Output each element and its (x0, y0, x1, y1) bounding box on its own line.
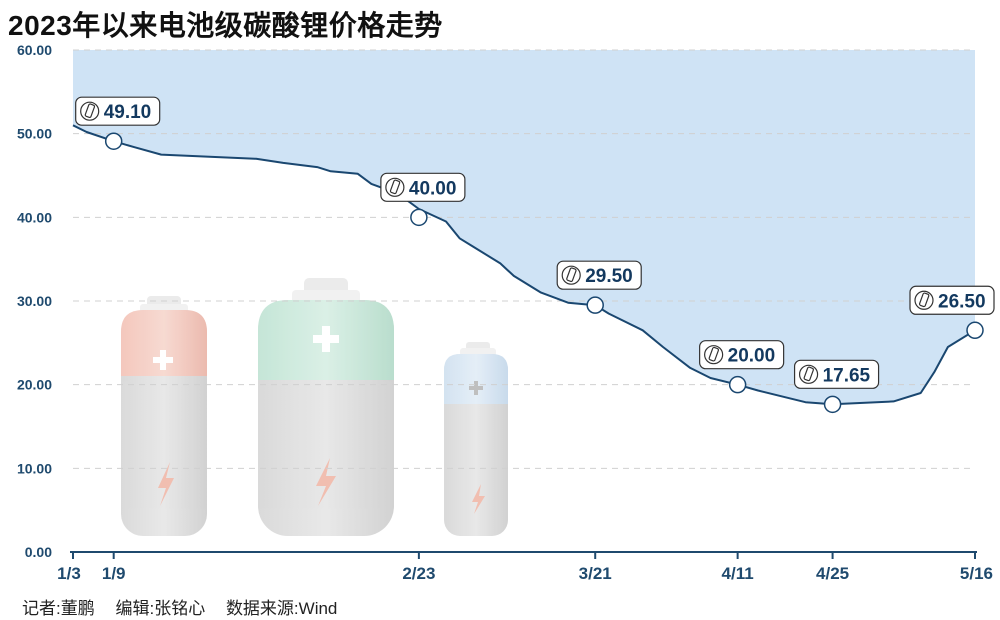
y-tick-label: 60.00 (17, 42, 52, 58)
y-tick-label: 50.00 (17, 126, 52, 142)
price-label-value: 49.10 (104, 102, 152, 123)
chart-title: 2023年以来电池级碳酸锂价格走势 (8, 10, 443, 41)
price-marker (966, 321, 984, 340)
price-label-value: 20.00 (728, 346, 776, 367)
y-tick-label: 30.00 (17, 293, 52, 309)
price-label: 20.00 (699, 340, 785, 370)
phone-battery-icon (798, 364, 819, 384)
footer: 记者:董鹏 编辑:张铭心 数据来源:Wind (22, 594, 353, 619)
price-marker (823, 395, 842, 414)
editor-credit: 编辑:张铭心 (115, 599, 206, 618)
price-marker (728, 375, 747, 394)
price-label-value: 40.00 (409, 178, 457, 199)
price-label: 26.50 (909, 285, 995, 315)
y-tick-label: 20.00 (17, 377, 52, 393)
price-marker (104, 132, 123, 150)
battery-green-icon (258, 278, 394, 536)
x-tick-label: 4/25 (816, 564, 849, 583)
price-label: 40.00 (380, 172, 466, 202)
price-label-value: 17.65 (823, 365, 871, 386)
price-marker (586, 296, 604, 314)
x-tick-label: 1/9 (102, 564, 126, 583)
data-source: 数据来源:Wind (225, 599, 338, 618)
x-tick-label: 3/21 (579, 564, 612, 583)
y-tick-label: 10.00 (17, 460, 52, 476)
y-tick-label: 40.00 (17, 209, 52, 225)
y-tick-label: 0.00 (25, 544, 52, 560)
x-tick-label: 5/16 (960, 564, 993, 583)
battery-blue-icon (444, 342, 508, 536)
x-tick-label: 2/23 (402, 564, 435, 583)
price-area-fill (73, 50, 975, 405)
x-tick-label: 4/11 (722, 564, 754, 583)
phone-battery-icon (561, 265, 581, 285)
phone-battery-icon (704, 345, 724, 365)
price-label-value: 26.50 (938, 291, 986, 312)
battery-red-icon (121, 296, 207, 536)
phone-battery-icon (385, 177, 405, 197)
price-label-value: 29.50 (585, 266, 633, 287)
price-line (72, 124, 976, 406)
price-label: 17.65 (793, 359, 880, 389)
price-label: 49.10 (75, 96, 161, 126)
reporter-credit: 记者:董鹏 (22, 599, 95, 618)
phone-battery-icon (914, 290, 934, 310)
phone-battery-icon (80, 101, 100, 121)
x-tick-label: 1/3 (57, 564, 81, 583)
price-marker (410, 208, 428, 227)
price-label: 29.50 (556, 260, 642, 290)
